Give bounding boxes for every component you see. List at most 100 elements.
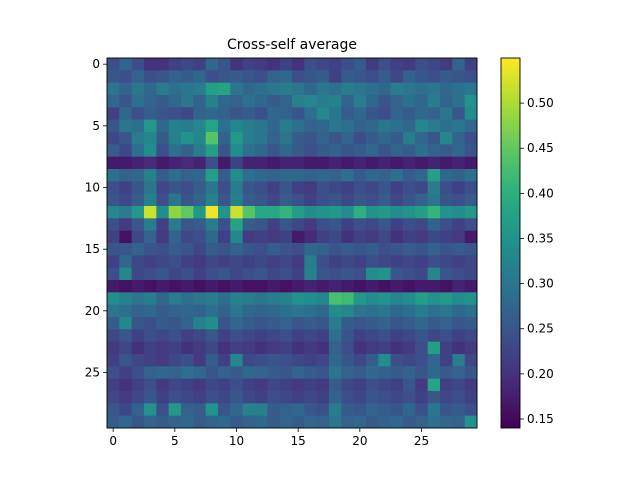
heatmap-cell bbox=[205, 366, 219, 380]
heatmap-cell bbox=[403, 82, 416, 96]
heatmap-cell bbox=[218, 243, 231, 256]
heatmap-cell bbox=[378, 230, 392, 244]
heatmap-cell bbox=[267, 144, 281, 158]
heatmap-cell bbox=[415, 144, 429, 158]
heatmap-cell bbox=[156, 107, 170, 121]
heatmap-cell bbox=[205, 119, 219, 133]
heatmap-cell bbox=[452, 329, 466, 343]
heatmap-cell bbox=[107, 206, 120, 219]
heatmap-cell bbox=[156, 255, 170, 269]
heatmap-cell bbox=[353, 144, 367, 158]
heatmap-cell bbox=[242, 193, 256, 207]
heatmap-cell bbox=[242, 95, 256, 108]
heatmap-cell bbox=[181, 403, 194, 417]
heatmap-cell bbox=[205, 70, 219, 84]
heatmap-cell bbox=[131, 193, 145, 207]
heatmap-cell bbox=[218, 354, 231, 367]
heatmap-cell bbox=[378, 107, 392, 121]
heatmap-cell bbox=[427, 391, 441, 404]
heatmap-cell bbox=[119, 354, 133, 367]
heatmap-cell bbox=[193, 58, 207, 71]
heatmap-cell bbox=[131, 366, 145, 380]
heatmap-cell bbox=[341, 354, 355, 367]
heatmap-cell bbox=[415, 243, 429, 256]
heatmap-cell bbox=[242, 304, 256, 318]
heatmap-cell bbox=[292, 132, 305, 145]
heatmap-cell bbox=[144, 366, 157, 380]
heatmap-cell bbox=[415, 304, 429, 318]
heatmap-cell bbox=[390, 70, 404, 84]
heatmap-cell bbox=[329, 403, 342, 417]
heatmap-cell bbox=[464, 181, 478, 195]
heatmap-cell bbox=[267, 218, 281, 232]
heatmap-cell bbox=[218, 280, 231, 293]
x-tick-label: 5 bbox=[171, 434, 179, 448]
heatmap-cell bbox=[341, 378, 355, 392]
heatmap-cell bbox=[329, 280, 342, 293]
heatmap-cell bbox=[292, 243, 305, 256]
heatmap-cell bbox=[156, 169, 170, 182]
heatmap-cell bbox=[366, 366, 379, 380]
heatmap-cell bbox=[119, 132, 133, 145]
heatmap-cell bbox=[378, 304, 392, 318]
heatmap-cell bbox=[168, 415, 182, 429]
heatmap-cell bbox=[131, 403, 145, 417]
heatmap-cell bbox=[452, 354, 466, 367]
heatmap-cell bbox=[366, 230, 379, 244]
heatmap-cell bbox=[316, 230, 330, 244]
heatmap-cell bbox=[181, 354, 194, 367]
heatmap-cell bbox=[255, 70, 268, 84]
heatmap-cell bbox=[341, 267, 355, 281]
heatmap-cell bbox=[144, 341, 157, 355]
heatmap-cell bbox=[181, 341, 194, 355]
heatmap-cell bbox=[427, 378, 441, 392]
heatmap-cell bbox=[267, 156, 281, 170]
x-tick-label: 0 bbox=[109, 434, 117, 448]
heatmap-cell bbox=[378, 341, 392, 355]
heatmap-cell bbox=[131, 230, 145, 244]
heatmap-cell bbox=[230, 391, 244, 404]
y-tick-label: 10 bbox=[85, 181, 100, 195]
heatmap-cell bbox=[452, 366, 466, 380]
heatmap-cell bbox=[329, 82, 342, 96]
heatmap-cell bbox=[329, 354, 342, 367]
heatmap-cell bbox=[378, 144, 392, 158]
heatmap-cell bbox=[329, 206, 342, 219]
heatmap-cell bbox=[242, 292, 256, 306]
heatmap-cell bbox=[131, 58, 145, 71]
heatmap-cell bbox=[279, 193, 293, 207]
heatmap-cell bbox=[107, 218, 120, 232]
heatmap-cell bbox=[304, 144, 318, 158]
heatmap-cell bbox=[427, 193, 441, 207]
heatmap-cell bbox=[279, 132, 293, 145]
heatmap-cell bbox=[119, 329, 133, 343]
heatmap-cell bbox=[119, 341, 133, 355]
heatmap-cell bbox=[242, 181, 256, 195]
heatmap-cell bbox=[267, 58, 281, 71]
heatmap-cell bbox=[403, 132, 416, 145]
heatmap-cell bbox=[304, 403, 318, 417]
heatmap-cell bbox=[144, 267, 157, 281]
heatmap-cell bbox=[168, 267, 182, 281]
heatmap-cell bbox=[119, 267, 133, 281]
heatmap-cell bbox=[242, 317, 256, 330]
heatmap-cell bbox=[440, 119, 453, 133]
heatmap-cell bbox=[144, 144, 157, 158]
heatmap-cell bbox=[107, 280, 120, 293]
heatmap-cell bbox=[440, 292, 453, 306]
heatmap-cell bbox=[403, 304, 416, 318]
colorbar-tick-label: 0.25 bbox=[527, 322, 554, 336]
heatmap-cell bbox=[168, 329, 182, 343]
heatmap-cell bbox=[168, 156, 182, 170]
heatmap-cell bbox=[218, 255, 231, 269]
heatmap-cell bbox=[218, 95, 231, 108]
heatmap-cell bbox=[218, 119, 231, 133]
heatmap-cell bbox=[267, 292, 281, 306]
heatmap-cell bbox=[193, 193, 207, 207]
heatmap-cell bbox=[341, 107, 355, 121]
heatmap-cell bbox=[403, 292, 416, 306]
heatmap-cell bbox=[304, 366, 318, 380]
heatmap-cell bbox=[131, 144, 145, 158]
heatmap-cell bbox=[440, 366, 453, 380]
heatmap-cell bbox=[107, 107, 120, 121]
